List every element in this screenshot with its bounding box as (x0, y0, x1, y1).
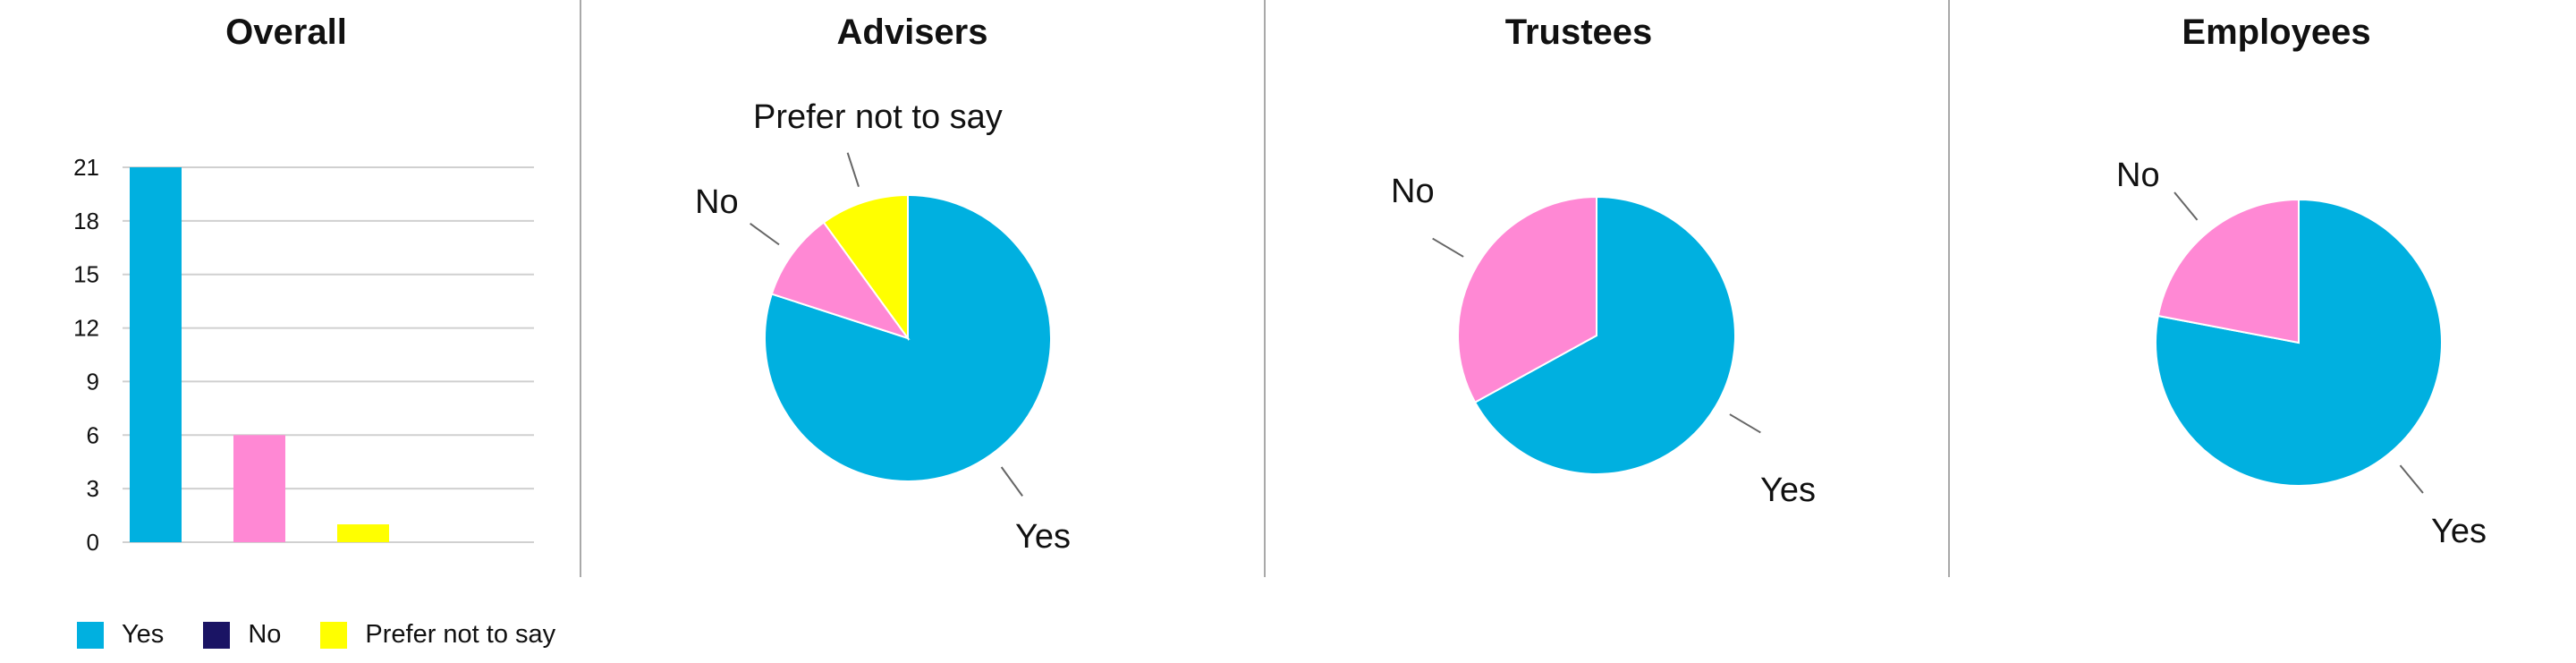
y-tick-label: 6 (87, 421, 99, 448)
legend-label-no: No (248, 620, 282, 649)
y-tick-label: 15 (73, 261, 99, 288)
pie-label-prefer-not-to-say: Prefer not to say (753, 98, 1003, 136)
pie-label-yes: Yes (1015, 518, 1071, 556)
legend-label-yes: Yes (122, 620, 165, 649)
pie-label-no: No (695, 183, 739, 221)
legend-swatch-no (203, 621, 231, 649)
advisers-title: Advisers (836, 13, 988, 52)
y-tick-label: 0 (87, 529, 99, 556)
pie-label-no: No (1391, 173, 1435, 210)
y-tick-label: 12 (73, 315, 99, 342)
y-tick-label: 18 (73, 208, 99, 234)
pie-slice-no (1457, 195, 1597, 404)
legend-item-yes: Yes (77, 620, 164, 650)
leader-line (1000, 466, 1023, 497)
legend-swatch-prefer (320, 621, 348, 649)
leader-line (1729, 413, 1761, 434)
leader-line (750, 223, 780, 246)
leader-line (2399, 464, 2424, 494)
bar-yes (130, 167, 182, 542)
divider (580, 0, 581, 577)
pie-label-no: No (2116, 157, 2160, 194)
legend-swatch-yes (77, 621, 104, 649)
y-tick-label: 3 (87, 475, 99, 502)
y-tick-label: 21 (73, 154, 99, 181)
pie-slice-no (2157, 198, 2300, 344)
legend: Yes No Prefer not to say (77, 620, 595, 650)
pie-label-yes: Yes (1760, 472, 1816, 509)
legend-item-no: No (203, 620, 281, 650)
pie-slice-yes (2155, 198, 2443, 487)
pie-slice-yes (1473, 195, 1736, 475)
pie-slice-no (770, 221, 911, 340)
legend-item-prefer: Prefer not to say (320, 620, 555, 650)
leader-line (2174, 191, 2199, 221)
bar-no (233, 435, 285, 542)
leader-line (1432, 237, 1464, 258)
divider (1948, 0, 1950, 577)
overall-title: Overall (225, 13, 347, 52)
y-tick-label: 9 (87, 368, 99, 395)
employees-title: Employees (2182, 13, 2371, 52)
pie-slice-prefer-not-to-say (822, 193, 909, 342)
leader-line (846, 152, 860, 188)
bar-prefer-not-to-say (337, 524, 389, 542)
divider (1264, 0, 1266, 577)
trustees-title: Trustees (1504, 13, 1653, 52)
legend-label-prefer: Prefer not to say (365, 620, 556, 649)
pie-label-yes: Yes (2431, 513, 2487, 550)
